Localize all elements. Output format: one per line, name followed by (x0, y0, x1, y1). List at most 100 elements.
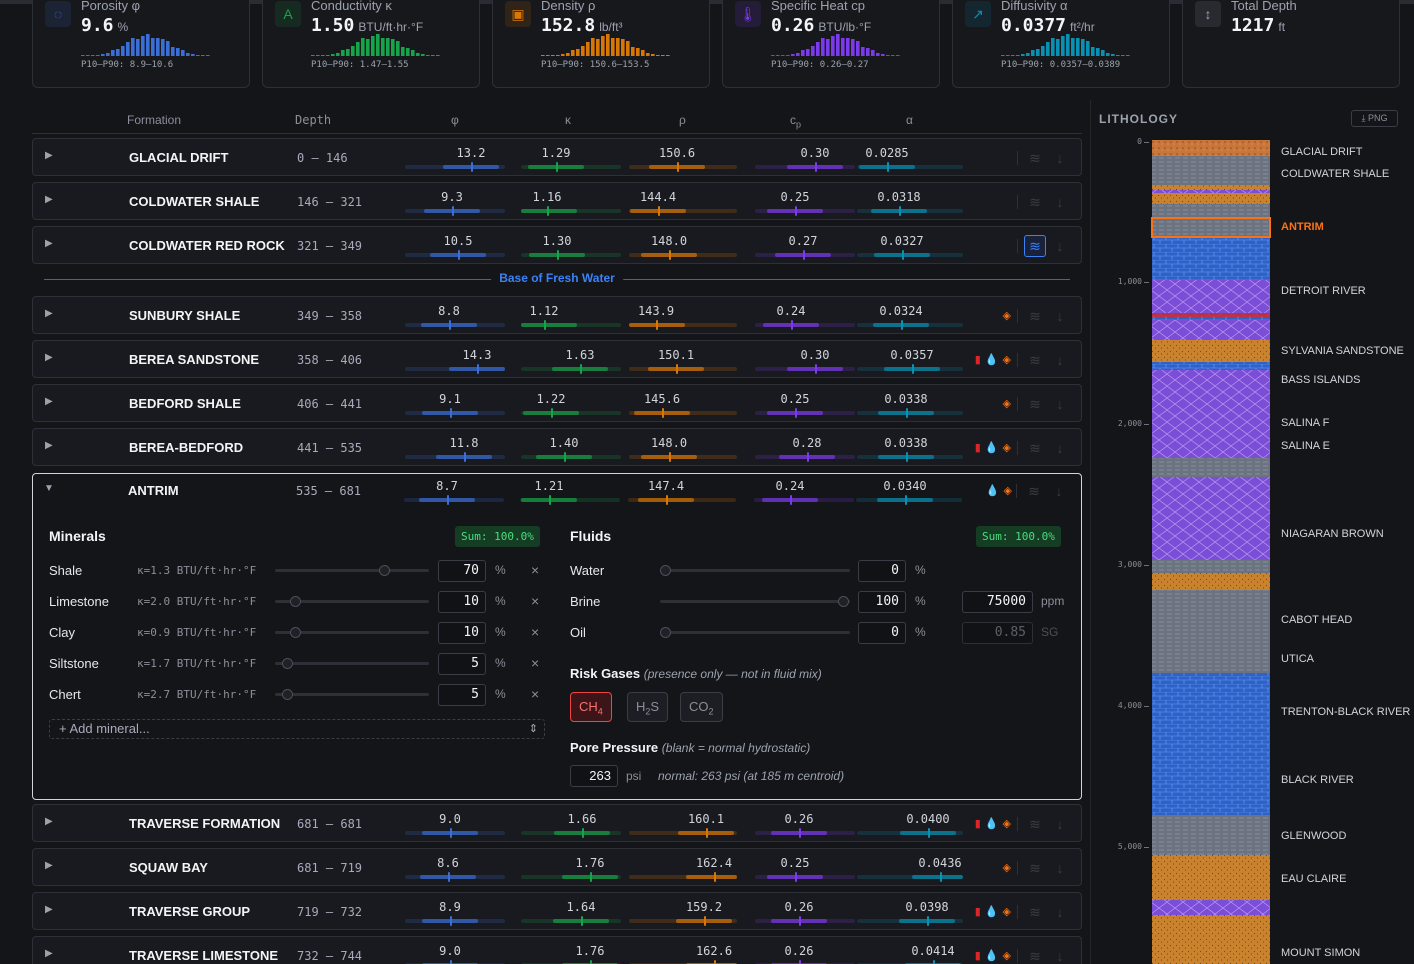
slider-knob[interactable] (660, 565, 671, 576)
mineral-slider[interactable] (275, 596, 429, 607)
remove-mineral-icon[interactable]: × (531, 562, 540, 578)
download-row-icon[interactable]: ↓ (1056, 150, 1064, 166)
expand-icon[interactable]: ▶ (45, 904, 53, 915)
brine-salinity-input[interactable]: 75000 (962, 591, 1033, 613)
formation-row[interactable]: ▶ BEREA-BEDFORD 441 – 535 11.8 1.40 148.… (32, 428, 1082, 466)
lithology-label[interactable]: SYLVANIA SANDSTONE (1281, 345, 1404, 357)
lithology-column[interactable] (1151, 140, 1271, 964)
lithology-layer[interactable] (1152, 573, 1270, 590)
download-row-icon[interactable]: ↓ (1056, 352, 1064, 368)
formation-row[interactable]: ▶ SQUAW BAY 681 – 719 8.6 1.76 162.4 0.2… (32, 848, 1082, 886)
gas-toggle-ch[interactable]: CH4 (570, 692, 612, 722)
lithology-label[interactable]: ANTRIM (1281, 221, 1324, 233)
mineral-percent-input[interactable]: 10 (438, 591, 486, 613)
slider-knob[interactable] (379, 565, 390, 576)
lithology-label[interactable]: UTICA (1281, 653, 1314, 665)
fresh-water-marker-icon[interactable]: ≋ (1028, 482, 1040, 499)
formation-row[interactable]: ▶ TRAVERSE FORMATION 681 – 681 9.0 1.66 … (32, 804, 1082, 842)
lithology-label[interactable]: BLACK RIVER (1281, 774, 1354, 786)
fresh-water-marker-icon[interactable]: ≋ (1029, 149, 1041, 166)
fresh-water-marker-icon[interactable]: ≋ (1029, 439, 1041, 456)
lithology-label[interactable]: NIAGARAN BROWN (1281, 528, 1384, 540)
slider-knob[interactable] (838, 596, 849, 607)
fresh-water-marker-icon[interactable]: ≋ (1029, 351, 1041, 368)
download-row-icon[interactable]: ↓ (1056, 194, 1064, 210)
expand-icon[interactable]: ▶ (45, 948, 53, 959)
formation-row[interactable]: ▶ BEREA SANDSTONE 358 – 406 14.3 1.63 15… (32, 340, 1082, 378)
lithology-label[interactable]: BASS ISLANDS (1281, 374, 1361, 386)
lithology-layer[interactable] (1152, 815, 1270, 855)
lithology-label[interactable]: TRENTON-BLACK RIVER (1281, 706, 1411, 718)
lithology-layer[interactable] (1152, 237, 1270, 280)
expand-icon[interactable]: ▶ (45, 150, 53, 161)
lithology-layer[interactable] (1152, 458, 1270, 477)
lithology-label[interactable]: MOUNT SIMON (1281, 947, 1361, 959)
expand-icon[interactable]: ▶ (45, 352, 53, 363)
download-row-icon[interactable]: ↓ (1056, 948, 1064, 964)
formation-row[interactable]: ▶ BEDFORD SHALE 406 – 441 9.1 1.22 145.6… (32, 384, 1082, 422)
fresh-water-marker-icon[interactable]: ≋ (1029, 815, 1041, 832)
lithology-layer[interactable] (1152, 477, 1270, 496)
slider-knob[interactable] (660, 627, 671, 638)
expand-icon[interactable]: ▶ (45, 396, 53, 407)
pore-pressure-input[interactable]: 263 (570, 765, 618, 787)
oil-gravity-input[interactable]: 0.85 (962, 622, 1033, 644)
mineral-slider[interactable] (275, 565, 429, 576)
fresh-water-marker-icon[interactable]: ≋ (1029, 395, 1041, 412)
lithology-layer[interactable] (1152, 855, 1270, 900)
remove-mineral-icon[interactable]: × (531, 655, 540, 671)
lithology-label[interactable]: COLDWATER SHALE (1281, 168, 1390, 180)
lithology-layer[interactable] (1152, 320, 1270, 340)
fluid-slider[interactable] (660, 596, 850, 607)
lithology-layer[interactable] (1152, 496, 1270, 560)
download-row-icon[interactable]: ↓ (1056, 440, 1064, 456)
lithology-layer[interactable] (1152, 340, 1270, 362)
fresh-water-marker-icon[interactable]: ≋ (1029, 307, 1041, 324)
download-row-icon[interactable]: ↓ (1056, 860, 1064, 876)
lithology-layer[interactable] (1152, 140, 1270, 156)
collapse-icon[interactable]: ▼ (44, 483, 54, 494)
mineral-slider[interactable] (275, 627, 429, 638)
gas-toggle-hs[interactable]: H2S (627, 692, 669, 722)
formation-row[interactable]: ▶ COLDWATER SHALE 146 – 321 9.3 1.16 144… (32, 182, 1082, 220)
expand-icon[interactable]: ▶ (45, 194, 53, 205)
fluid-slider[interactable] (660, 627, 850, 638)
fluid-percent-input[interactable]: 100 (858, 591, 906, 613)
download-row-icon[interactable]: ↓ (1055, 483, 1063, 499)
download-row-icon[interactable]: ↓ (1056, 904, 1064, 920)
expand-icon[interactable]: ▶ (45, 860, 53, 871)
slider-knob[interactable] (282, 658, 293, 669)
fresh-water-marker-icon[interactable]: ≋ (1029, 859, 1041, 876)
lithology-label[interactable]: GLENWOOD (1281, 830, 1347, 842)
remove-mineral-icon[interactable]: × (531, 624, 540, 640)
mineral-percent-input[interactable]: 5 (438, 653, 486, 675)
fluid-slider[interactable] (660, 565, 850, 576)
mineral-slider[interactable] (275, 689, 429, 700)
lithology-label[interactable]: DETROIT RIVER (1281, 285, 1366, 297)
lithology-label[interactable]: CABOT HEAD (1281, 614, 1353, 626)
slider-knob[interactable] (282, 689, 293, 700)
remove-mineral-icon[interactable]: × (531, 593, 540, 609)
fresh-water-marker-icon[interactable]: ≋ (1024, 235, 1046, 257)
lithology-label[interactable]: SALINA F (1281, 417, 1330, 429)
lithology-layer[interactable] (1152, 156, 1270, 185)
slider-knob[interactable] (290, 596, 301, 607)
formation-row[interactable]: ▶ TRAVERSE LIMESTONE 732 – 744 9.0 1.76 … (32, 936, 1082, 964)
lithology-layer[interactable] (1152, 218, 1270, 237)
expand-icon[interactable]: ▶ (45, 816, 53, 827)
lithology-layer[interactable] (1152, 900, 1270, 915)
download-row-icon[interactable]: ↓ (1056, 238, 1064, 254)
mineral-percent-input[interactable]: 10 (438, 622, 486, 644)
lithology-label[interactable]: SALINA E (1281, 440, 1330, 452)
lithology-layer[interactable] (1152, 590, 1270, 673)
lithology-layer[interactable] (1152, 560, 1270, 573)
mineral-percent-input[interactable]: 70 (438, 560, 486, 582)
lithology-layer[interactable] (1152, 673, 1270, 815)
formation-row[interactable]: ▶ SUNBURY SHALE 349 – 358 8.8 1.12 143.9… (32, 296, 1082, 334)
lithology-layer[interactable] (1152, 370, 1270, 458)
lithology-layer[interactable] (1152, 190, 1270, 193)
formation-row[interactable]: ▶ COLDWATER RED ROCK 321 – 349 10.5 1.30… (32, 226, 1082, 264)
lithology-label[interactable]: EAU CLAIRE (1281, 873, 1347, 885)
add-mineral-select[interactable]: + Add mineral... ⇕ (49, 719, 545, 739)
lithology-layer[interactable] (1152, 193, 1270, 204)
